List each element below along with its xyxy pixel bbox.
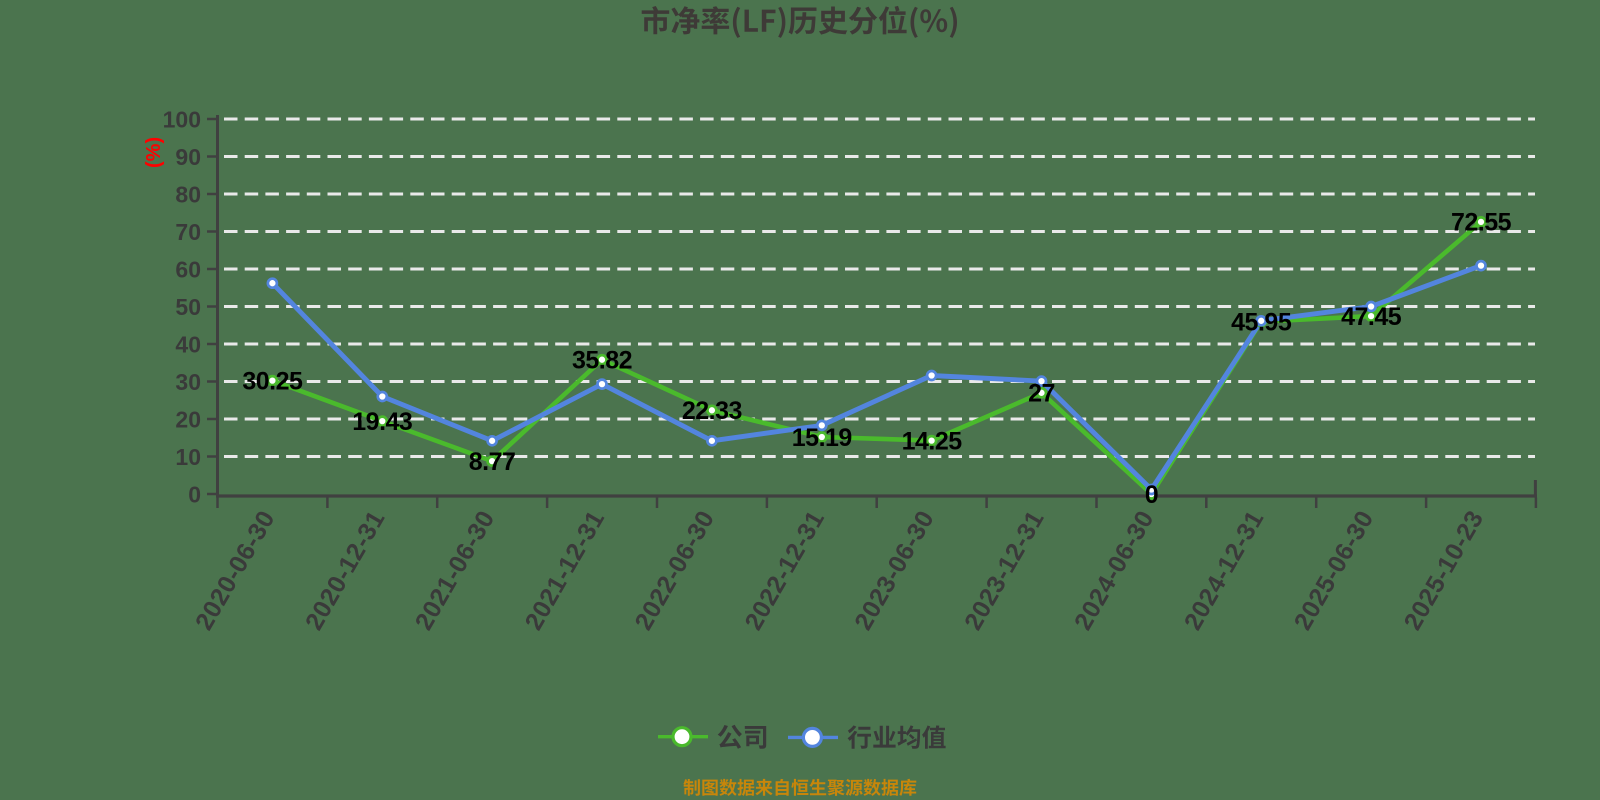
svg-text:14.25: 14.25 [902,427,963,455]
svg-text:30.25: 30.25 [242,367,303,395]
svg-text:60: 60 [175,256,201,282]
svg-text:72.55: 72.55 [1451,209,1512,237]
svg-text:90: 90 [175,144,201,170]
svg-text:20: 20 [175,406,201,432]
svg-text:8.77: 8.77 [469,448,516,476]
svg-text:19.43: 19.43 [352,408,412,436]
svg-text:27: 27 [1028,380,1055,408]
svg-text:10: 10 [175,444,201,470]
svg-text:45.95: 45.95 [1231,309,1292,337]
svg-text:70: 70 [175,219,201,245]
svg-text:40: 40 [175,331,201,357]
svg-text:50: 50 [175,294,201,320]
svg-text:100: 100 [163,106,201,132]
svg-text:30: 30 [175,369,201,395]
svg-text:35.82: 35.82 [572,347,632,375]
svg-text:0: 0 [188,481,201,507]
svg-text:0: 0 [1145,481,1158,509]
svg-text:15.19: 15.19 [792,424,852,452]
svg-text:(%): (%) [143,137,165,168]
svg-text:47.45: 47.45 [1341,303,1402,331]
svg-text:80: 80 [175,181,201,207]
svg-text:22.33: 22.33 [682,397,742,425]
